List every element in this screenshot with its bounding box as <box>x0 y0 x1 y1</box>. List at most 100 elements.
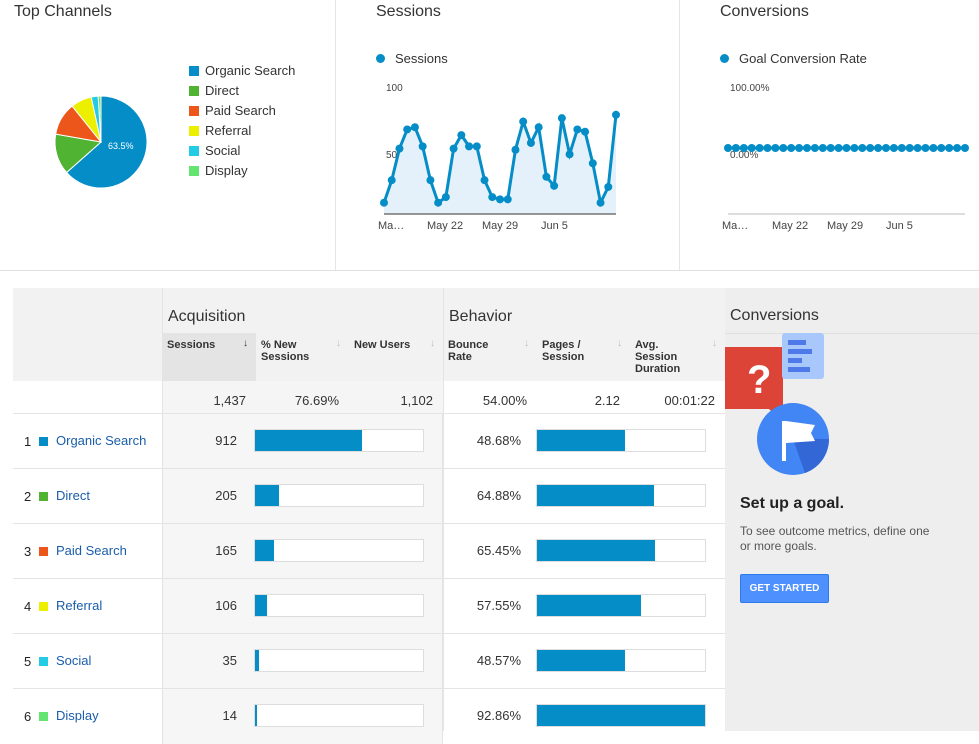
data-point[interactable] <box>534 123 543 132</box>
legend-item[interactable]: Display <box>189 163 248 178</box>
data-point[interactable] <box>526 138 535 147</box>
data-point[interactable] <box>755 144 764 152</box>
data-point[interactable] <box>874 144 883 152</box>
sessions-bar-track <box>254 539 424 562</box>
data-point[interactable] <box>818 144 827 152</box>
legend-item[interactable]: Referral <box>189 123 251 138</box>
data-point[interactable] <box>787 144 796 152</box>
data-point[interactable] <box>882 144 890 152</box>
legend-item[interactable]: Direct <box>189 83 239 98</box>
channel-link[interactable]: Direct <box>56 488 90 503</box>
bounce-rate-column-header[interactable]: Bounce Rate ↓ <box>443 333 537 381</box>
data-point[interactable] <box>465 142 474 151</box>
bounce-rate-bar <box>537 485 655 506</box>
data-point[interactable] <box>731 144 740 152</box>
data-point[interactable] <box>850 144 859 152</box>
data-point[interactable] <box>395 144 404 153</box>
data-point[interactable] <box>724 144 732 152</box>
channel-link[interactable]: Referral <box>56 598 103 613</box>
data-point[interactable] <box>403 125 412 134</box>
data-point[interactable] <box>457 131 466 140</box>
data-point[interactable] <box>511 145 520 154</box>
new-users-column-header[interactable]: New Users ↓ <box>349 333 443 381</box>
table-header: Acquisition Behavior Sessions ↓ % New Se… <box>13 288 725 413</box>
data-point[interactable] <box>426 176 435 185</box>
legend-item[interactable]: Organic Search <box>189 63 295 78</box>
data-point[interactable] <box>779 144 788 152</box>
channel-link[interactable]: Paid Search <box>56 543 127 558</box>
data-point[interactable] <box>612 110 620 119</box>
sessions-bar <box>255 595 268 616</box>
data-point[interactable] <box>596 198 605 207</box>
data-point[interactable] <box>581 127 590 136</box>
top-channels-pie-chart[interactable]: 63.5% <box>51 92 151 192</box>
channel-link[interactable]: Organic Search <box>56 433 147 448</box>
data-point[interactable] <box>953 144 962 152</box>
data-point[interactable] <box>905 144 914 152</box>
data-point[interactable] <box>503 195 512 204</box>
sort-desc-icon[interactable]: ↓ <box>243 338 248 349</box>
data-point[interactable] <box>795 144 804 152</box>
data-point[interactable] <box>810 144 819 152</box>
data-point[interactable] <box>834 144 843 152</box>
data-point[interactable] <box>588 159 597 168</box>
data-point[interactable] <box>557 114 566 123</box>
data-point[interactable] <box>604 182 613 191</box>
data-point[interactable] <box>573 125 582 134</box>
get-started-button[interactable]: GET STARTED <box>740 574 829 603</box>
data-point[interactable] <box>418 142 427 151</box>
pie-slice-organic-search[interactable] <box>65 95 148 189</box>
data-point[interactable] <box>937 144 946 152</box>
legend-item[interactable]: Paid Search <box>189 103 276 118</box>
legend-item[interactable]: Social <box>189 143 240 158</box>
sort-icon[interactable]: ↓ <box>712 338 717 349</box>
sessions-line-chart[interactable] <box>376 82 626 222</box>
sessions-legend: Sessions <box>376 51 448 66</box>
data-point[interactable] <box>550 181 559 190</box>
data-point[interactable] <box>488 193 497 202</box>
data-point[interactable] <box>858 144 867 152</box>
channel-link[interactable]: Social <box>56 653 92 668</box>
sort-icon[interactable]: ↓ <box>617 338 622 349</box>
data-point[interactable] <box>739 144 748 152</box>
pie-slice-display[interactable] <box>97 95 102 143</box>
sort-icon[interactable]: ↓ <box>430 338 435 349</box>
bounce-bar-track <box>536 429 706 452</box>
data-point[interactable] <box>913 144 922 152</box>
sessions-column-header[interactable]: Sessions ↓ <box>162 333 256 381</box>
sessions-bar <box>255 705 257 726</box>
data-point[interactable] <box>889 144 898 152</box>
data-point[interactable] <box>945 144 954 152</box>
data-point[interactable] <box>387 176 396 185</box>
data-point[interactable] <box>921 144 930 152</box>
data-point[interactable] <box>842 144 851 152</box>
channel-link[interactable]: Display <box>56 708 99 723</box>
conversions-line-chart[interactable] <box>720 82 970 222</box>
data-point[interactable] <box>496 195 504 204</box>
data-point[interactable] <box>929 144 938 152</box>
data-point[interactable] <box>866 144 875 152</box>
table-row: 5 Social 35 48.57% <box>13 633 725 689</box>
data-point[interactable] <box>961 144 969 152</box>
data-point[interactable] <box>747 144 756 152</box>
data-point[interactable] <box>542 172 551 181</box>
data-point[interactable] <box>763 144 772 152</box>
data-point[interactable] <box>771 144 780 152</box>
data-point[interactable] <box>410 123 419 132</box>
pages-session-column-header[interactable]: Pages / Session ↓ <box>537 333 630 381</box>
avg-duration-column-header[interactable]: Avg. Session Duration ↓ <box>630 333 725 381</box>
data-point[interactable] <box>826 144 835 152</box>
data-point[interactable] <box>519 117 528 126</box>
data-point[interactable] <box>897 144 906 152</box>
data-point[interactable] <box>380 198 388 207</box>
data-point[interactable] <box>472 142 481 151</box>
data-point[interactable] <box>480 176 489 185</box>
data-point[interactable] <box>565 150 574 159</box>
new-sessions-column-header[interactable]: % New Sessions ↓ <box>256 333 349 381</box>
data-point[interactable] <box>441 193 450 202</box>
data-point[interactable] <box>449 144 458 153</box>
sort-icon[interactable]: ↓ <box>336 338 341 349</box>
data-point[interactable] <box>434 198 443 207</box>
data-point[interactable] <box>803 144 811 152</box>
sort-icon[interactable]: ↓ <box>524 338 529 349</box>
